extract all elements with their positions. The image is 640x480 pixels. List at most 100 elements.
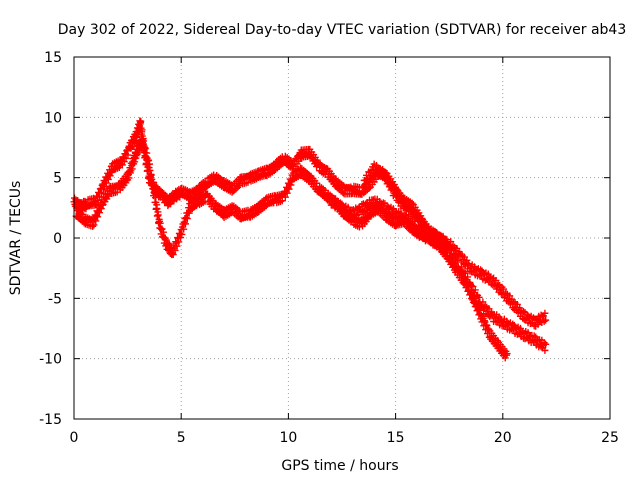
x-tick-labels: 0 5 10 15 20 25 — [70, 430, 619, 446]
data-point — [529, 314, 537, 322]
data-point — [541, 309, 549, 317]
chart-title: Day 302 of 2022, Sidereal Day-to-day VTE… — [58, 22, 627, 38]
data-point — [379, 165, 387, 173]
data-point — [164, 239, 172, 247]
y-tick-label: -10 — [39, 352, 62, 368]
data-point — [502, 289, 510, 297]
data-point — [449, 242, 457, 250]
data-point — [390, 213, 398, 221]
data-point — [394, 190, 402, 198]
data-point — [461, 269, 469, 277]
data-point — [127, 144, 135, 152]
data-point — [137, 117, 145, 125]
series-track-d — [359, 160, 550, 330]
data-point — [400, 197, 408, 205]
data-point — [481, 302, 489, 310]
data-point — [97, 205, 105, 213]
data-point — [180, 225, 188, 233]
x-tick-label: 25 — [601, 430, 619, 446]
data-point — [133, 134, 141, 142]
data-point — [494, 281, 502, 289]
data-point — [447, 238, 455, 246]
data-point — [463, 256, 471, 264]
data-point — [414, 216, 422, 224]
data-point — [510, 298, 518, 306]
data-point — [149, 178, 157, 186]
x-tick-label: 5 — [177, 430, 186, 446]
data-point — [278, 197, 286, 205]
data-point — [365, 204, 373, 212]
data-point — [500, 285, 508, 293]
data-point — [313, 179, 321, 187]
data-point — [389, 183, 397, 191]
data-point — [540, 317, 548, 325]
data-point — [519, 307, 527, 315]
x-tick-label: 15 — [387, 430, 405, 446]
data-point — [359, 184, 367, 192]
data-point — [357, 208, 365, 216]
y-tick-labels: -15 -10 -5 0 5 10 15 — [39, 50, 62, 428]
data-point — [141, 144, 149, 152]
data-point — [171, 246, 179, 254]
data-point — [541, 346, 549, 354]
data-point — [124, 151, 132, 159]
data-point — [362, 180, 370, 188]
x-tick-label: 0 — [70, 430, 79, 446]
data-point — [151, 189, 159, 197]
data-point — [244, 178, 252, 186]
data-point — [477, 266, 485, 274]
data-point — [408, 199, 416, 207]
data-point — [483, 322, 491, 330]
data-point — [379, 206, 387, 214]
y-tick-label: -15 — [39, 412, 62, 428]
data-points — [70, 117, 550, 362]
data-point — [539, 313, 547, 321]
data-point — [479, 298, 487, 306]
data-point — [169, 251, 177, 259]
data-point — [337, 207, 345, 215]
data-point — [297, 155, 305, 163]
data-point — [125, 174, 133, 182]
data-point — [492, 276, 500, 284]
y-axis-label: SDTVAR / TECUs — [8, 181, 24, 296]
data-point — [506, 292, 514, 300]
series-track-a — [70, 117, 451, 252]
data-point — [469, 282, 477, 290]
data-point — [389, 205, 397, 213]
data-point — [138, 126, 146, 134]
data-point — [381, 175, 389, 183]
data-point — [530, 332, 538, 340]
data-point — [227, 209, 235, 217]
data-point — [178, 230, 186, 238]
data-point — [175, 238, 183, 246]
y-tick-label: 5 — [53, 171, 62, 187]
y-tick-label: 10 — [44, 110, 62, 126]
data-point — [153, 205, 161, 213]
data-point — [149, 185, 157, 193]
data-point — [154, 211, 162, 219]
data-point — [386, 177, 394, 185]
data-point — [98, 189, 106, 197]
data-point — [443, 236, 451, 244]
data-point — [355, 223, 363, 231]
data-point — [128, 165, 136, 173]
x-tick-label: 20 — [494, 430, 512, 446]
plot-area-border — [73, 56, 611, 420]
data-point — [464, 273, 472, 281]
data-point — [379, 199, 387, 207]
data-point — [542, 316, 550, 324]
data-point — [503, 350, 511, 358]
y-tick-label: 15 — [44, 50, 62, 66]
data-point — [540, 339, 548, 347]
data-point — [158, 225, 166, 233]
data-point — [145, 160, 153, 168]
x-tick-label: 10 — [279, 430, 297, 446]
data-point — [513, 300, 521, 308]
data-point — [147, 171, 155, 179]
data-point — [177, 234, 185, 242]
data-point — [181, 220, 189, 228]
data-point — [509, 320, 517, 328]
data-point — [475, 293, 483, 301]
data-point — [146, 167, 154, 174]
